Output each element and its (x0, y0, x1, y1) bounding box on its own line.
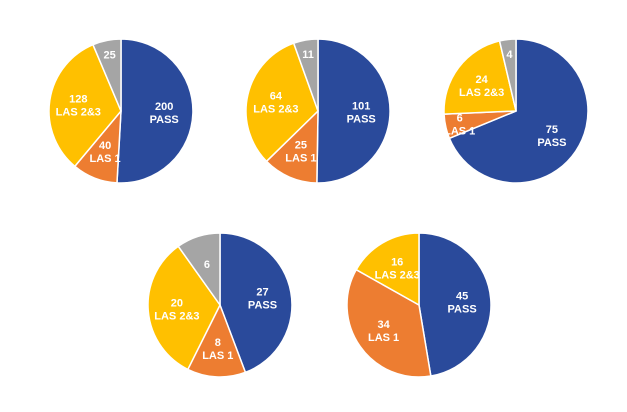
slice-category: LAS 2&3 (375, 270, 420, 282)
slice-category: LAS 2&3 (56, 107, 101, 119)
pie-3-label-las-1: 6 LAS 1 (444, 112, 475, 137)
pie-4-slice-other (177, 232, 221, 306)
slice-category: LAS 2&3 (253, 103, 298, 115)
slice-value: 24 (475, 74, 488, 86)
pie-3-slice-pass (448, 38, 589, 184)
pie-2-slice-las-2and3 (245, 42, 319, 163)
slice-category: PASS (537, 137, 566, 149)
slice-category: PASS (248, 299, 277, 311)
pie-2-label-las-1: 25 LAS 1 (285, 140, 316, 165)
pie-3-label-pass: 75 PASS (537, 124, 566, 149)
pie-1-label-pass: 200 PASS (150, 101, 179, 126)
pie-5-slice-las-2and3 (355, 232, 420, 306)
pie-chart-5: 45 PASS 34 LAS 1 16 LAS 2&3 (346, 232, 492, 378)
slice-value: 128 (69, 94, 87, 106)
pie-4-slice-las-1 (187, 304, 247, 378)
pie-chart-2: 101 PASS 25 LAS 1 64 LAS 2&3 11 (245, 38, 391, 184)
slice-value: 200 (155, 101, 173, 113)
slice-category: LAS 1 (444, 125, 475, 137)
slice-category: LAS 2&3 (154, 310, 199, 322)
pie-2-label-other: 11 (302, 49, 314, 61)
slice-value: 34 (377, 319, 390, 331)
slice-category: LAS 1 (90, 153, 121, 165)
pie-1-slice-las-2and3 (48, 43, 122, 168)
pie-5-label-las-1: 34 LAS 1 (368, 319, 399, 344)
pie-1-label-las-1: 40 LAS 1 (90, 140, 121, 165)
pie-5-slice-pass (418, 232, 492, 377)
slice-value: 75 (546, 124, 558, 136)
slice-category: LAS 1 (285, 153, 316, 165)
slice-value: 64 (270, 90, 283, 102)
slice-value: 6 (457, 112, 463, 124)
pie-4-label-las-2and3: 20 LAS 2&3 (154, 297, 199, 322)
slice-value: 16 (391, 257, 403, 269)
slice-category: PASS (448, 303, 477, 315)
slice-value: 27 (256, 286, 268, 298)
slice-value: 25 (295, 140, 307, 152)
pie-5-slice-las-1 (346, 268, 432, 378)
pie-2-label-las-2and3: 64 LAS 2&3 (253, 90, 298, 115)
pie-1-slice-pass (116, 38, 194, 184)
pie-3-label-las-2and3: 24 LAS 2&3 (459, 74, 504, 99)
slice-value: 8 (215, 337, 221, 349)
pie-2-slice-pass (316, 38, 391, 184)
slice-value: 40 (99, 140, 111, 152)
pie-4-label-other: 6 (204, 259, 210, 271)
pie-5-label-pass: 45 PASS (448, 290, 477, 315)
pie-2-label-pass: 101 PASS (347, 100, 376, 125)
slice-value: 20 (171, 297, 183, 309)
pie-4-slice-pass (219, 232, 293, 374)
pie-1-label-other: 25 (103, 50, 115, 62)
slice-category: PASS (347, 113, 376, 125)
slice-category: LAS 1 (202, 350, 233, 362)
pie-1-slice-other (92, 38, 122, 112)
pie-3-label-other: 4 (506, 49, 513, 61)
pie-3-slice-other (498, 38, 517, 112)
pie-chart-1: 200 PASS 40 LAS 1 128 LAS 2&3 25 (48, 38, 194, 184)
pie-4-slice-las-2and3 (147, 245, 221, 371)
slice-category: LAS 1 (368, 332, 399, 344)
pie-4-label-las-1: 8 LAS 1 (202, 337, 233, 362)
pie-3-slice-las-2and3 (443, 40, 517, 115)
pie-5-label-las-2and3: 16 LAS 2&3 (375, 257, 420, 282)
pie-4-label-pass: 27 PASS (248, 286, 277, 311)
pie-1-label-las-2and3: 128 LAS 2&3 (56, 94, 101, 119)
pie-chart-3: 75 PASS 6 LAS 1 24 LAS 2&3 4 (443, 38, 589, 184)
slice-category: PASS (150, 114, 179, 126)
slice-value: 45 (456, 290, 468, 302)
pie-2-slice-other (292, 38, 319, 112)
slice-category: LAS 2&3 (459, 87, 504, 99)
slice-value: 101 (352, 100, 370, 112)
